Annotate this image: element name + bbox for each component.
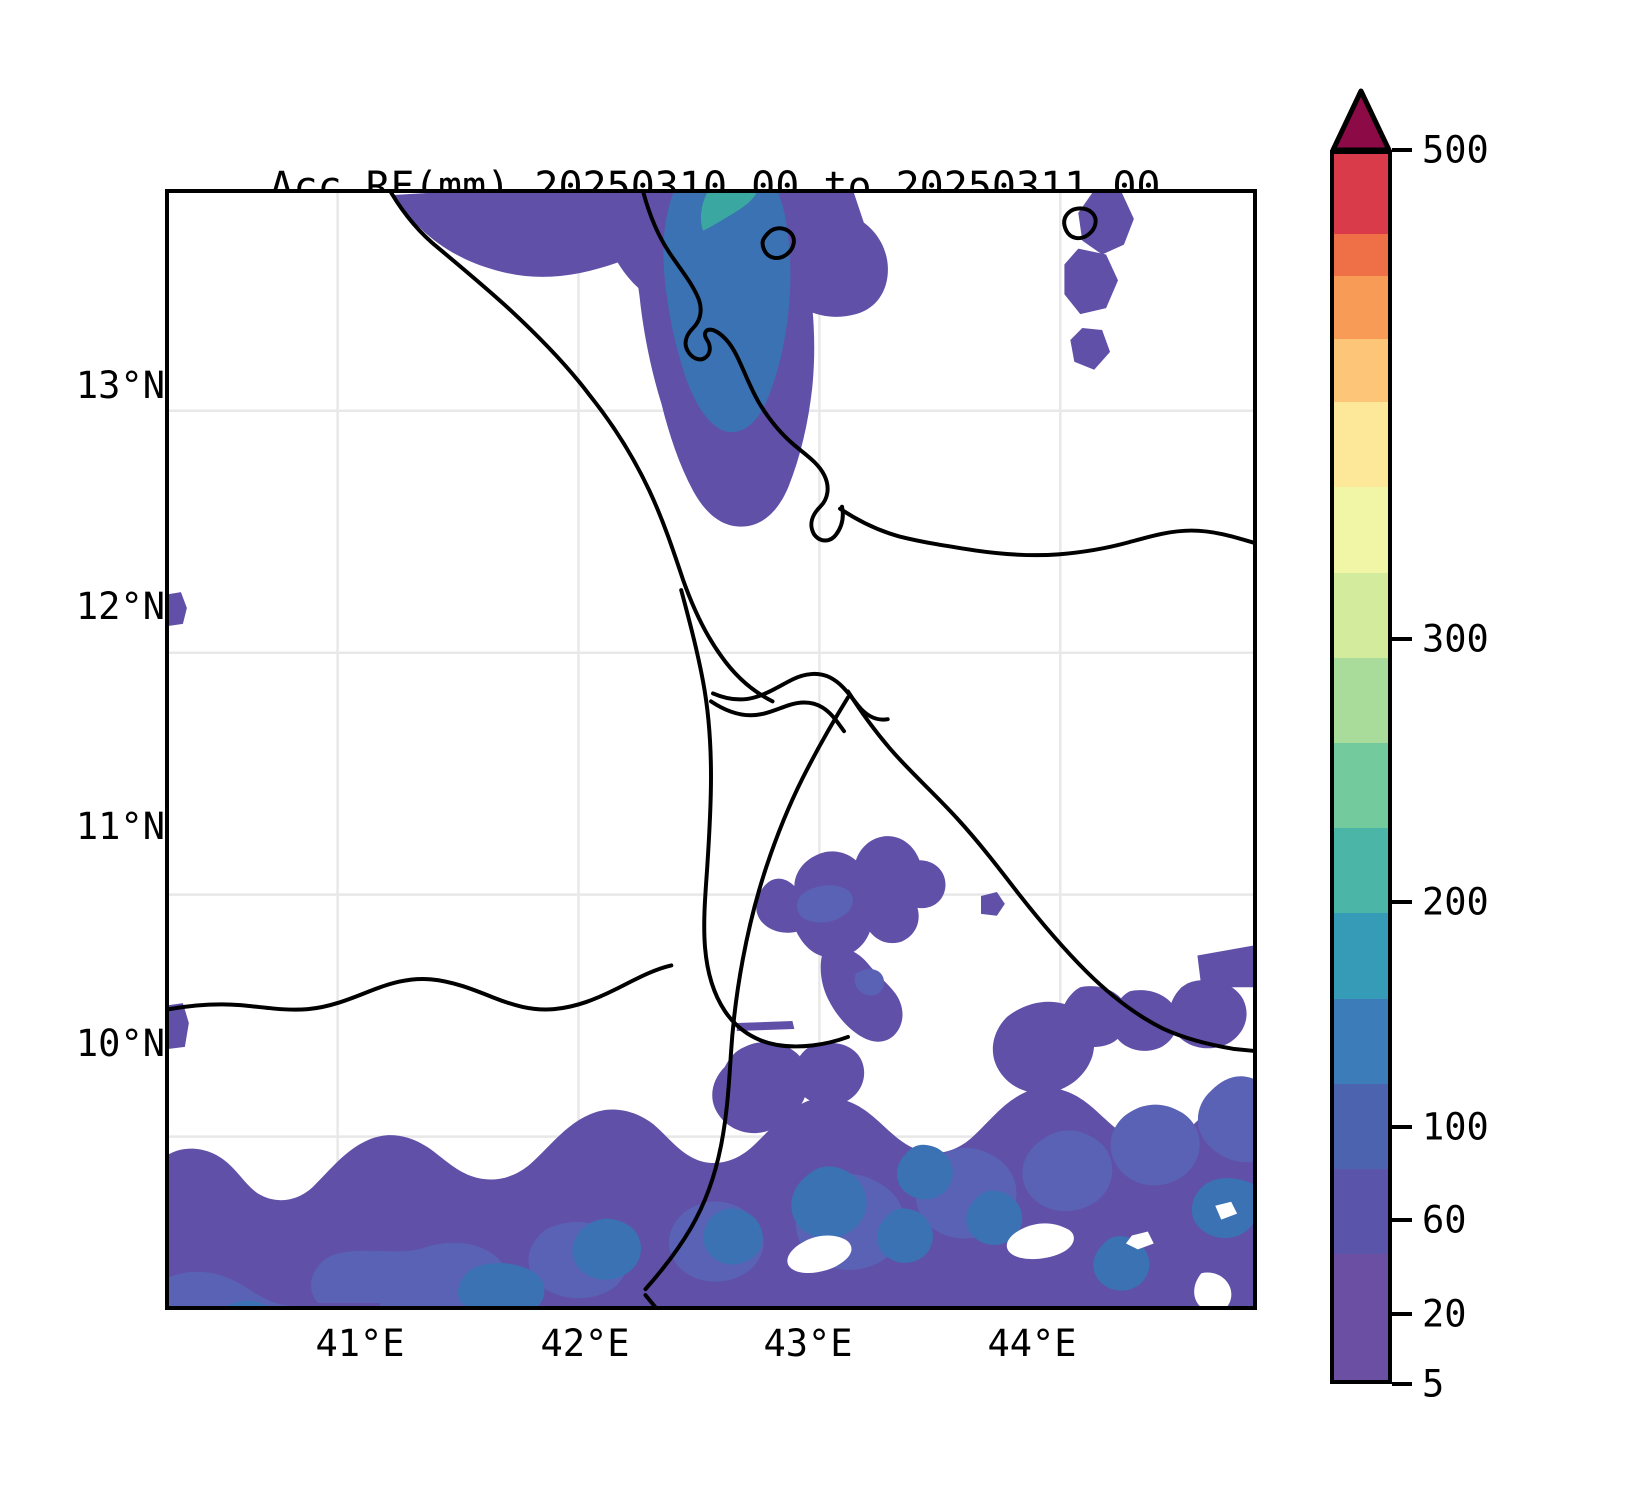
colorbar-band bbox=[1334, 913, 1388, 999]
ytick-label-10N: 10°N bbox=[75, 1022, 165, 1065]
ytick-label-12N: 12°N bbox=[75, 585, 165, 628]
xtick-label-43E: 43°E bbox=[763, 1322, 853, 1365]
colorbar-tick-label-60: 60 bbox=[1422, 1198, 1467, 1242]
colorbar-tick-mark bbox=[1392, 900, 1412, 905]
colorbar-tick-mark bbox=[1392, 1218, 1412, 1223]
contour-central-cluster bbox=[736, 836, 1041, 1043]
colorbar-band bbox=[1334, 275, 1388, 339]
colorbar-tick-label-500: 500 bbox=[1422, 128, 1489, 172]
colorbar-bands bbox=[1330, 150, 1392, 1384]
colorbar-band bbox=[1334, 572, 1388, 658]
contour-southern-mass-holes bbox=[787, 1201, 1238, 1306]
colorbar-tick-mark bbox=[1392, 1382, 1412, 1386]
colorbar-tick-mark bbox=[1392, 1124, 1412, 1129]
colorbar-tick-label-300: 300 bbox=[1422, 617, 1489, 661]
colorbar-tick-label-20: 20 bbox=[1422, 1292, 1467, 1336]
contour-band-20-60 bbox=[663, 193, 791, 433]
colorbar-band bbox=[1334, 1168, 1388, 1255]
ytick-label-13N: 13°N bbox=[75, 364, 165, 407]
colorbar-tick-mark bbox=[1392, 1312, 1412, 1317]
xtick-label-42E: 42°E bbox=[540, 1322, 630, 1365]
xtick-label-44E: 44°E bbox=[987, 1322, 1077, 1365]
colorbar-band bbox=[1334, 1083, 1388, 1169]
colorbar-band bbox=[1334, 402, 1388, 488]
colorbar-tick-mark bbox=[1392, 148, 1412, 152]
map-contour-svg bbox=[169, 193, 1253, 1306]
colorbar-tick-label-5: 5 bbox=[1422, 1362, 1445, 1406]
colorbar-band bbox=[1334, 154, 1388, 234]
colorbar-band bbox=[1334, 1254, 1388, 1380]
colorbar-extend-arrow-icon bbox=[1330, 88, 1392, 152]
contour-band-60-100 bbox=[700, 193, 757, 231]
colorbar: 500 300 200 100 60 20 5 bbox=[1330, 88, 1489, 1406]
contour-central-core bbox=[796, 885, 885, 996]
colorbar-tick-mark bbox=[1392, 637, 1412, 642]
colorbar-band bbox=[1334, 487, 1388, 573]
ytick-label-11N: 11°N bbox=[75, 805, 165, 848]
map-country-borders bbox=[169, 193, 1253, 1306]
colorbar-band bbox=[1334, 998, 1388, 1084]
colorbar-band bbox=[1334, 233, 1388, 276]
xtick-label-41E: 41°E bbox=[315, 1322, 405, 1365]
map-plot-area bbox=[165, 189, 1257, 1310]
colorbar-band bbox=[1334, 828, 1388, 914]
colorbar-tick-label-200: 200 bbox=[1422, 880, 1489, 924]
colorbar-band bbox=[1334, 338, 1388, 403]
colorbar-band bbox=[1334, 657, 1388, 744]
contour-west-edge-slivers bbox=[169, 592, 189, 1049]
colorbar-band bbox=[1334, 743, 1388, 829]
colorbar-tick-label-100: 100 bbox=[1422, 1105, 1489, 1149]
